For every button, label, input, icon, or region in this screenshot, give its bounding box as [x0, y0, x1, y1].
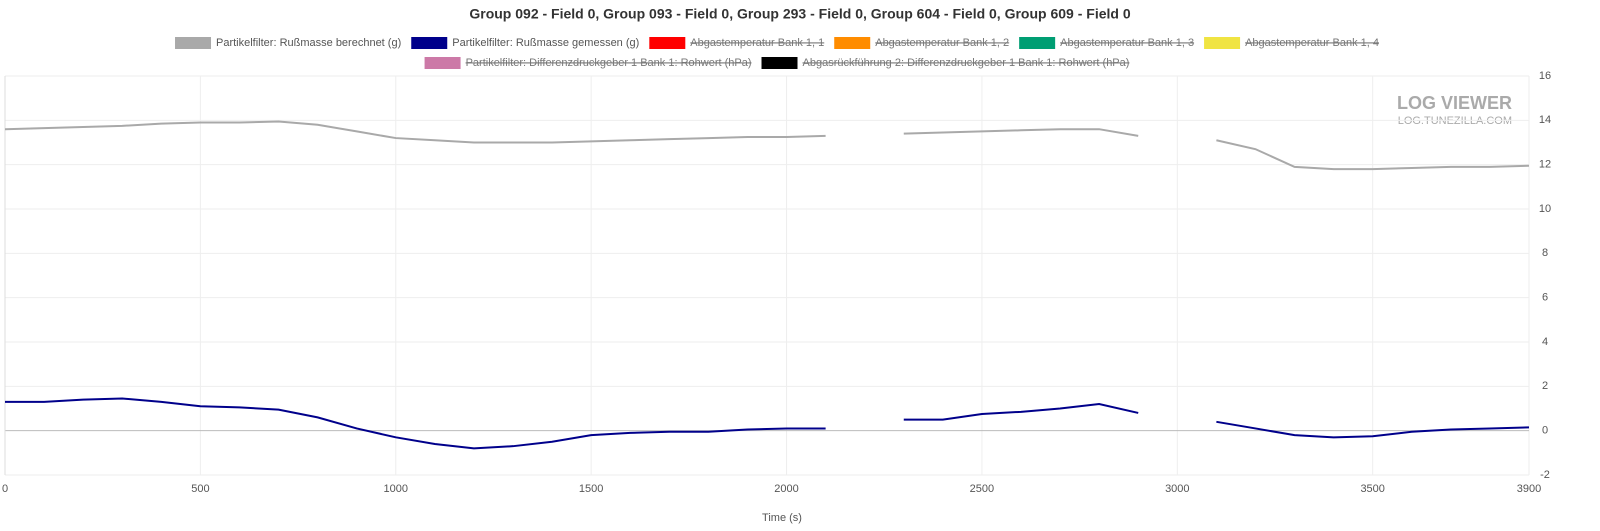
legend-item[interactable]: Abgastemperatur Bank 1, 4	[1204, 37, 1379, 49]
legend-swatch	[761, 57, 798, 69]
y-tick-label: -2	[1540, 469, 1550, 481]
watermark-title: LOG VIEWER	[1397, 93, 1512, 113]
x-tick-label: 500	[191, 483, 209, 495]
legend-swatch	[411, 37, 448, 49]
legend-item[interactable]: Partikelfilter: Differenzdruckgeber 1 Ba…	[424, 57, 752, 69]
series-line	[4, 120, 1530, 171]
x-tick-label: 2500	[970, 483, 994, 495]
legend-item[interactable]: Partikelfilter: Rußmasse berechnet (g)	[175, 37, 401, 49]
legend-label: Partikelfilter: Rußmasse berechnet (g)	[216, 37, 401, 49]
chart-title: Group 092 - Field 0, Group 093 - Field 0…	[469, 6, 1130, 22]
legend-item[interactable]: Abgasrückführung 2: Differenzdruckgeber …	[761, 57, 1130, 69]
x-tick-label: 1500	[579, 483, 603, 495]
legend-label: Abgastemperatur Bank 1, 4	[1245, 37, 1379, 49]
legend-label: Partikelfilter: Differenzdruckgeber 1 Ba…	[466, 57, 752, 69]
y-tick-label: 2	[1542, 380, 1548, 392]
legend-swatch	[175, 37, 212, 49]
legend-label: Abgasrückführung 2: Differenzdruckgeber …	[803, 57, 1130, 69]
legend-label: Abgastemperatur Bank 1, 2	[875, 37, 1009, 49]
watermark-subtitle: LOG.TUNEZILLA.COM	[1398, 115, 1512, 127]
x-tick-label: 3900	[1517, 483, 1541, 495]
x-tick-label: 2000	[774, 483, 798, 495]
legend-item[interactable]: Abgastemperatur Bank 1, 2	[834, 37, 1009, 49]
legend-label: Partikelfilter: Rußmasse gemessen (g)	[452, 37, 639, 49]
y-tick-label: 14	[1539, 114, 1551, 126]
legend-swatch	[834, 37, 871, 49]
y-tick-label: 6	[1542, 292, 1548, 304]
legend-swatch	[1019, 37, 1056, 49]
legend-label: Abgastemperatur Bank 1, 1	[690, 37, 824, 49]
y-tick-label: 16	[1539, 70, 1551, 82]
x-tick-label: 0	[2, 483, 8, 495]
legend-label: Abgastemperatur Bank 1, 3	[1060, 37, 1194, 49]
y-tick-label: 8	[1542, 247, 1548, 259]
x-axis-title: Time (s)	[762, 512, 802, 524]
y-tick-label: 10	[1539, 203, 1551, 215]
legend-item[interactable]: Abgastemperatur Bank 1, 3	[1019, 37, 1194, 49]
legend-swatch	[424, 57, 461, 69]
y-tick-label: 12	[1539, 159, 1551, 171]
y-tick-label: 0	[1542, 425, 1548, 437]
x-tick-label: 3000	[1165, 483, 1189, 495]
legend-swatch	[649, 37, 686, 49]
series-line	[5, 397, 1530, 450]
x-tick-label: 3500	[1360, 483, 1384, 495]
legend-item[interactable]: Abgastemperatur Bank 1, 1	[649, 37, 824, 49]
y-tick-label: 4	[1542, 336, 1548, 348]
x-tick-label: 1000	[384, 483, 408, 495]
legend-item[interactable]: Partikelfilter: Rußmasse gemessen (g)	[411, 37, 639, 49]
legend-swatch	[1204, 37, 1241, 49]
